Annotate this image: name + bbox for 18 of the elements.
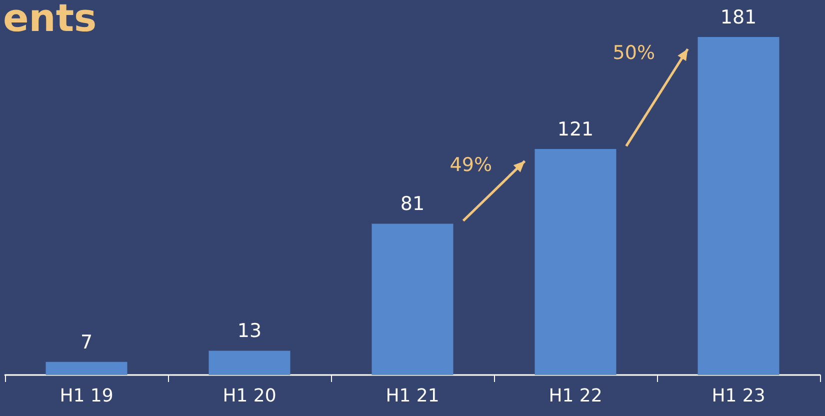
data-label: 81 bbox=[400, 193, 425, 216]
annotation: 49% bbox=[450, 154, 492, 176]
x-tick-label: H1 20 bbox=[222, 386, 276, 406]
data-label: 181 bbox=[720, 6, 757, 28]
data-label: 121 bbox=[557, 118, 594, 141]
annotation: 50% bbox=[612, 42, 655, 64]
bar bbox=[46, 362, 128, 375]
chart-title: ents bbox=[3, 0, 97, 40]
x-tick-label: H1 23 bbox=[712, 386, 766, 406]
x-tick-label: H1 19 bbox=[60, 386, 114, 406]
bar bbox=[372, 224, 454, 375]
bar bbox=[208, 350, 290, 375]
bar bbox=[534, 149, 616, 375]
x-tick-label: H1 21 bbox=[386, 386, 440, 406]
data-label: 7 bbox=[80, 331, 93, 354]
x-tick-label: H1 22 bbox=[548, 386, 602, 406]
bar bbox=[698, 37, 780, 375]
data-label: 13 bbox=[237, 320, 262, 342]
